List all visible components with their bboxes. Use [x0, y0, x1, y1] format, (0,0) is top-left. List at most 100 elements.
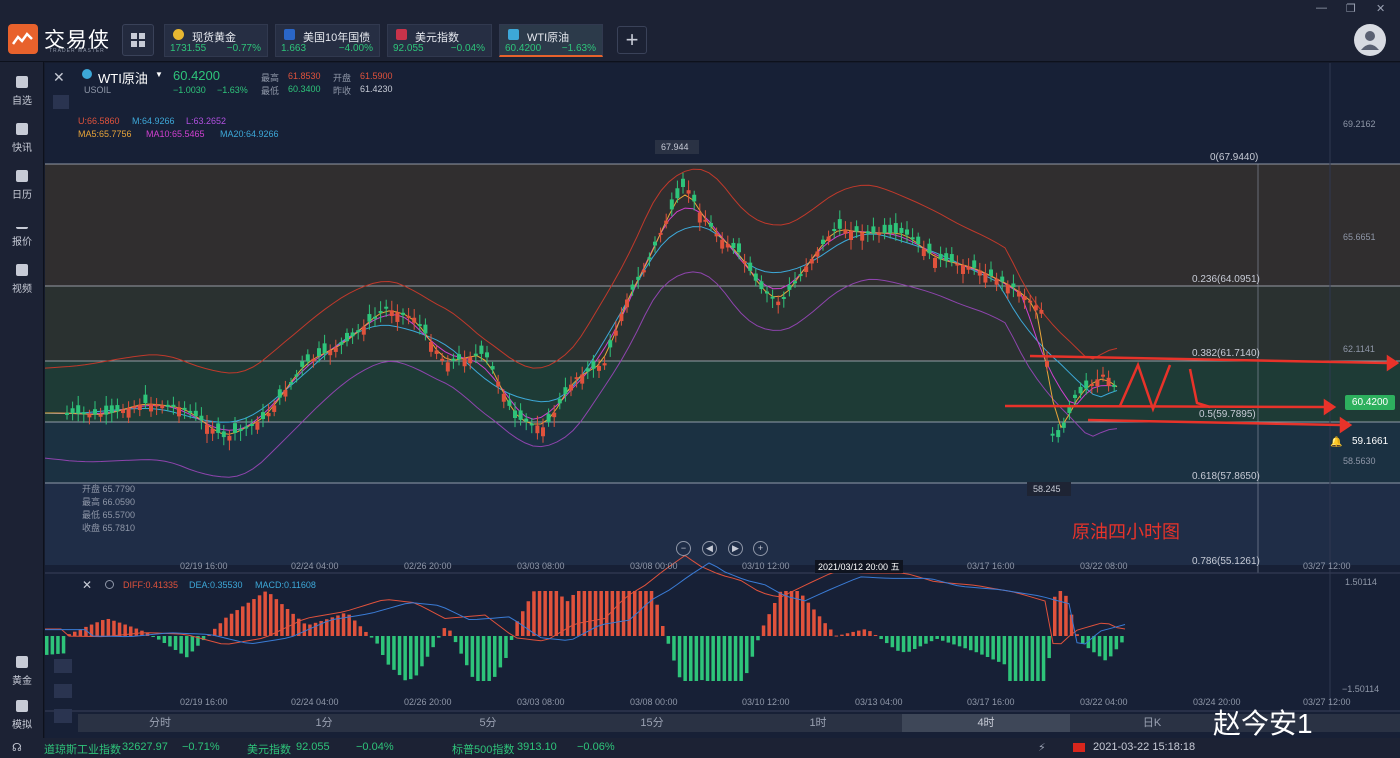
avatar[interactable]: [1354, 24, 1386, 56]
sidebar-item-video[interactable]: 视频: [0, 256, 44, 300]
zoom-in-button[interactable]: +: [753, 541, 768, 556]
macd-bar: [358, 626, 363, 636]
candle-body: [938, 253, 943, 260]
candle-body: [944, 253, 949, 261]
close-macd-icon[interactable]: ✕: [82, 578, 93, 592]
tab-period-1m[interactable]: 1分: [315, 717, 333, 729]
bell-icon[interactable]: 🔔: [1330, 437, 1343, 448]
candle-body: [216, 423, 221, 433]
sidebar-item-gold[interactable]: 黄金: [0, 648, 44, 692]
draw-tool-icon[interactable]: [54, 684, 72, 698]
app-logo: [8, 24, 38, 54]
line-tool-icon[interactable]: [54, 709, 72, 723]
boll-upper: U:66.5860: [78, 116, 120, 126]
sidebar-item-watchlist[interactable]: 自选: [0, 68, 44, 112]
macd-bar: [633, 591, 637, 636]
instrument-name[interactable]: WTI原油: [98, 71, 148, 86]
tab-wti[interactable]: WTI原油 60.4200 −1.63%: [499, 24, 603, 57]
crosshair-time: 2021/03/12 20:00 五: [815, 560, 903, 573]
tab-gold[interactable]: 现货黄金 1731.55 −0.77%: [164, 24, 268, 57]
tab-period-4h[interactable]: 4时: [902, 714, 1070, 732]
headset-icon[interactable]: ☊: [12, 742, 22, 754]
scroll-left-button[interactable]: ◀: [702, 541, 717, 556]
candle-body: [658, 232, 663, 235]
macd-bar: [896, 636, 900, 651]
candle-body: [669, 199, 674, 210]
macd-bar: [789, 591, 794, 636]
macd-bar: [61, 636, 66, 654]
candle-body: [294, 374, 299, 377]
tab-period-15m[interactable]: 15分: [640, 717, 664, 729]
macd-time-label: 03/03 08:00: [517, 697, 565, 707]
macd-bar: [935, 636, 939, 639]
close-chart-icon[interactable]: ✕: [53, 69, 65, 85]
macd-settings-icon[interactable]: [105, 580, 114, 589]
add-tab-button[interactable]: +: [617, 26, 647, 54]
candle-body: [289, 382, 293, 385]
candle-body: [529, 423, 534, 426]
macd-bar: [308, 624, 312, 636]
macd-bar: [224, 617, 228, 636]
macd-bar: [134, 628, 139, 636]
candle-body: [395, 312, 400, 322]
restore-icon[interactable]: ❐: [1346, 3, 1356, 15]
candle-body: [445, 362, 450, 372]
sidebar-item-news[interactable]: 快讯: [0, 115, 44, 159]
tool-icon[interactable]: [53, 95, 69, 109]
candle-body: [401, 312, 405, 315]
candle-body: [910, 237, 915, 240]
chart-canvas[interactable]: [45, 63, 1400, 738]
zoom-out-button[interactable]: −: [676, 541, 691, 556]
tab-period-timeshare[interactable]: 分时: [149, 717, 171, 729]
candle-body: [1017, 291, 1021, 297]
candle-body: [389, 310, 394, 317]
macd-bar: [952, 636, 956, 645]
candle-body: [961, 265, 965, 274]
macd-bar: [89, 624, 94, 636]
candle-body: [137, 404, 142, 411]
macd-time-label: 03/22 04:00: [1080, 697, 1128, 707]
tab-period-5m[interactable]: 5分: [479, 717, 497, 729]
sidebar-item-simulation[interactable]: 模拟: [0, 692, 44, 736]
candle-body: [462, 358, 467, 367]
scroll-right-button[interactable]: ▶: [728, 541, 743, 556]
macd-bar: [157, 636, 161, 640]
indicator-tool-icon[interactable]: [54, 659, 72, 673]
candle-body: [165, 404, 170, 407]
candle-body: [591, 361, 596, 369]
time-axis-label: 03/27 12:00: [1303, 561, 1351, 571]
sidebar-item-calendar[interactable]: 日历: [0, 162, 44, 206]
macd-bar: [1041, 636, 1046, 681]
candle-body: [149, 403, 153, 412]
candle-body: [681, 178, 685, 187]
app-brand-sub: TRADER MASTER: [49, 48, 105, 54]
candle-body: [580, 374, 585, 384]
sidebar-item-quotes[interactable]: 报价: [0, 209, 44, 253]
close-icon[interactable]: ✕: [1376, 3, 1386, 15]
candle-body: [507, 400, 512, 406]
macd-bar: [207, 634, 211, 636]
candle-body: [921, 248, 926, 257]
macd-bar: [767, 614, 771, 636]
minimize-icon[interactable]: —: [1316, 2, 1327, 14]
tab-period-1h[interactable]: 1时: [809, 717, 827, 729]
macd-bar: [582, 591, 587, 636]
trough-label: 58.245: [1033, 484, 1061, 494]
status-index-value: 32627.97: [122, 741, 168, 753]
candle-body: [317, 348, 321, 356]
tab-usd-index[interactable]: 美元指数 92.055 −0.04%: [387, 24, 492, 57]
grid-menu-button[interactable]: [122, 24, 154, 56]
stat-open: 开盘 65.7790: [82, 484, 136, 494]
chart-area: ✕ WTI原油 ▼ USOIL 60.4200 −1.0030 −1.63% 最…: [45, 63, 1400, 738]
candle-body: [305, 354, 310, 362]
candle-body: [367, 314, 372, 322]
macd-bar: [162, 636, 167, 643]
price-axis-label: 65.6651: [1343, 232, 1376, 242]
tab-us10y[interactable]: 美国10年国债 1.663 −4.00%: [275, 24, 380, 57]
instrument-dropdown-icon[interactable]: ▼: [155, 70, 163, 79]
macd-bar: [185, 636, 189, 658]
tab-period-daily[interactable]: 日K: [1142, 717, 1162, 729]
macd-bar: [873, 635, 878, 637]
macd-bar: [381, 636, 385, 656]
candle-body: [821, 239, 825, 244]
